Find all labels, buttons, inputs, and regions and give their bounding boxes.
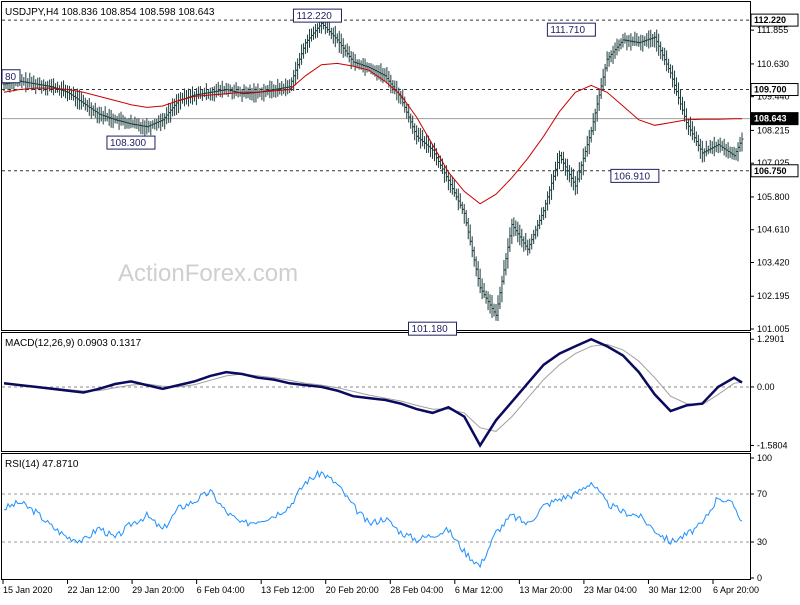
macd-line bbox=[3, 337, 743, 448]
macd-panel-frame bbox=[1, 332, 751, 452]
rsi-tick-label: 100 bbox=[757, 453, 772, 463]
macd-lines bbox=[3, 337, 743, 448]
level-label-box bbox=[750, 83, 799, 97]
price-levels: 112.220 109.700 108.643 106.750 bbox=[2, 13, 799, 178]
x-tick-label: 30 Mar 12:00 bbox=[648, 585, 701, 595]
price-annotations: 112.220 108.300 111.710 106.910 101.180 80 bbox=[1, 8, 660, 336]
price-tick-label: 107.025 bbox=[757, 158, 790, 168]
price-panel-frame bbox=[1, 1, 751, 331]
price-tick-label: 101.005 bbox=[757, 324, 790, 334]
x-tick-label: 20 Feb 20:00 bbox=[326, 585, 379, 595]
level-label-box bbox=[750, 164, 799, 178]
macd-header: MACD(12,26,9) 0.0903 0.1317 bbox=[5, 338, 142, 349]
x-tick-label: 6 Feb 04:00 bbox=[197, 585, 245, 595]
x-tick-label: 23 Mar 04:00 bbox=[584, 585, 637, 595]
svg-text:106.910: 106.910 bbox=[614, 171, 651, 182]
x-tick-label: 13 Mar 20:00 bbox=[519, 585, 572, 595]
price-tick-label: 110.630 bbox=[757, 59, 789, 69]
rsi-header: RSI(14) 47.8710 bbox=[5, 459, 79, 470]
price-tick-label: 111.855 bbox=[757, 25, 788, 35]
macd-tick-label: 1.2901 bbox=[757, 334, 785, 344]
rsi-lines bbox=[3, 469, 743, 569]
price-tick-label: 102.195 bbox=[757, 291, 790, 301]
level-label: 106.750 bbox=[754, 166, 787, 176]
rsi-tick-label: 0 bbox=[757, 573, 762, 583]
price-bar bbox=[740, 132, 744, 152]
price-header: USDJPY,H4 108.836 108.854 108.598 108.64… bbox=[5, 7, 215, 18]
svg-text:80: 80 bbox=[5, 72, 17, 83]
rsi-y-axis: 100 70 30 0 bbox=[2, 453, 772, 583]
price-tick-label: 108.215 bbox=[757, 125, 790, 135]
moving-average bbox=[3, 62, 742, 205]
price-tick-label: 103.420 bbox=[757, 257, 790, 267]
price-annotation: 111.710 bbox=[546, 22, 596, 37]
x-tick-label: 6 Mar 12:00 bbox=[455, 585, 503, 595]
price-annotation: 106.910 bbox=[610, 168, 660, 183]
price-annotation: 108.300 bbox=[106, 135, 156, 150]
macd-y-axis: 1.2901 0.00 -1.5804 bbox=[2, 334, 788, 450]
level-label: 108.643 bbox=[754, 114, 787, 124]
rsi-tick-label: 70 bbox=[757, 489, 767, 499]
price-bars bbox=[2, 16, 744, 322]
price-annotation: 101.180 bbox=[408, 321, 458, 336]
svg-text:108.300: 108.300 bbox=[110, 138, 147, 149]
price-annotation: 80 bbox=[1, 69, 21, 84]
price-tick-label: 109.440 bbox=[757, 92, 790, 102]
price-annotation: 112.220 bbox=[292, 8, 342, 23]
macd-signal-line bbox=[3, 343, 743, 432]
price-tick-label: 105.800 bbox=[757, 192, 790, 202]
x-tick-label: 15 Jan 2020 bbox=[3, 585, 53, 595]
level-label: 112.220 bbox=[754, 15, 786, 25]
x-tick-label: 28 Feb 04:00 bbox=[390, 585, 443, 595]
x-tick-label: 6 Apr 20:00 bbox=[713, 585, 759, 595]
watermark: ActionForex.com bbox=[118, 260, 298, 287]
price-tick-label: 104.610 bbox=[757, 225, 790, 235]
x-axis: 15 Jan 2020 22 Jan 12:00 29 Jan 20:00 6 Feb… bbox=[2, 580, 759, 595]
level-label: 109.700 bbox=[754, 85, 787, 95]
x-tick-label: 29 Jan 20:00 bbox=[132, 585, 184, 595]
macd-tick-label: -1.5804 bbox=[757, 440, 788, 450]
ma-line bbox=[3, 62, 742, 205]
svg-text:101.180: 101.180 bbox=[412, 324, 449, 335]
macd-tick-label: 0.00 bbox=[757, 382, 775, 392]
rsi-tick-label: 30 bbox=[757, 537, 767, 547]
rsi-panel-frame bbox=[1, 453, 751, 580]
x-tick-label: 13 Feb 12:00 bbox=[261, 585, 314, 595]
level-label-box bbox=[750, 13, 799, 27]
price-y-axis: 111.855 110.630 109.440 108.215 107.025 105.8… bbox=[750, 25, 790, 334]
svg-text:111.710: 111.710 bbox=[550, 25, 585, 36]
x-tick-label: 22 Jan 12:00 bbox=[68, 585, 120, 595]
svg-text:112.220: 112.220 bbox=[296, 11, 332, 22]
level-label-box bbox=[750, 112, 799, 126]
rsi-line bbox=[3, 469, 743, 569]
